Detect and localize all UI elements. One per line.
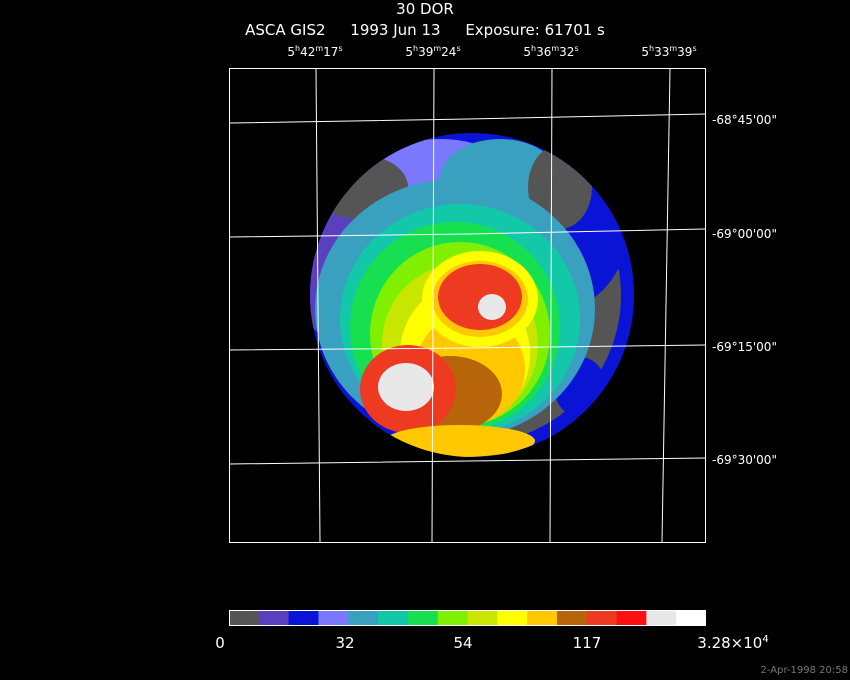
colorbar-swatch [676, 610, 706, 626]
colorbar-swatch [497, 610, 528, 626]
colorbar-swatch [407, 610, 439, 626]
colorbar-swatch [437, 610, 468, 626]
dec-tick-label: -69°15'00" [712, 340, 777, 354]
instrument-label: ASCA GIS2 [245, 21, 326, 39]
colorbar-swatch [646, 610, 677, 626]
xray-intensity-map [230, 69, 705, 542]
ra-tick-label: 5h39m24s [405, 44, 461, 59]
colorbar-label: 117 [572, 634, 602, 652]
dec-tick-label: -69°00'00" [712, 227, 777, 241]
ra-tick-label: 5h33m39s [641, 44, 697, 59]
colorbar-label: 3.28×104 [697, 634, 769, 652]
colorbar-label: 0 [215, 634, 225, 652]
detector-field [310, 133, 634, 457]
colorbar [229, 610, 706, 626]
colorbar-swatch [229, 610, 260, 626]
colorbar-swatch [318, 610, 349, 626]
dec-tick-label: -69°30'00" [712, 453, 777, 467]
image-frame [229, 68, 706, 543]
ra-tick-label: 5h36m32s [523, 44, 579, 59]
colorbar-swatch [348, 610, 379, 626]
colorbar-swatch [586, 610, 618, 626]
date-label: 1993 Jun 13 [350, 21, 441, 39]
colorbar-swatch [258, 610, 290, 626]
colorbar-swatch [288, 610, 319, 626]
image-title: 30 DOR [396, 0, 454, 18]
coordinate-grid [230, 69, 705, 542]
observation-info: ASCA GIS2 1993 Jun 13 Exposure: 61701 s [0, 21, 850, 39]
colorbar-swatch [467, 610, 498, 626]
colorbar-swatch [527, 610, 558, 626]
colorbar-swatch [556, 610, 588, 626]
dec-tick-label: -68°45'00" [712, 113, 777, 127]
timestamp: 2-Apr-1998 20:58 [760, 665, 848, 676]
colorbar-swatch [616, 610, 647, 626]
colorbar-swatch [378, 610, 409, 626]
exposure-label: Exposure: 61701 s [465, 21, 605, 39]
ra-tick-label: 5h42m17s [287, 44, 343, 59]
colorbar-label: 54 [453, 634, 473, 652]
colorbar-label: 32 [335, 634, 355, 652]
colorbar-border [229, 610, 706, 626]
